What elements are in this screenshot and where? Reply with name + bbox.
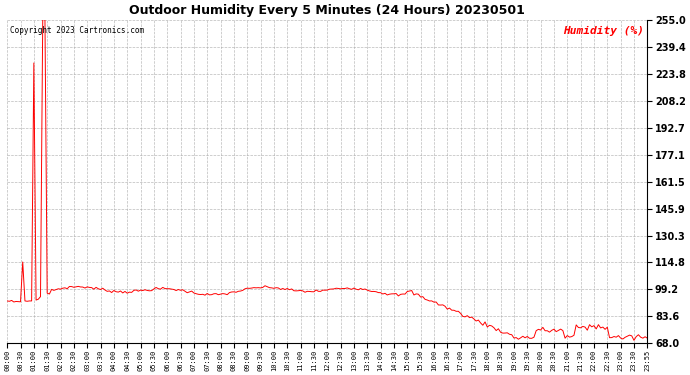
Text: Copyright 2023 Cartronics.com: Copyright 2023 Cartronics.com — [10, 26, 144, 35]
Title: Outdoor Humidity Every 5 Minutes (24 Hours) 20230501: Outdoor Humidity Every 5 Minutes (24 Hou… — [129, 4, 525, 17]
Text: Humidity (%): Humidity (%) — [563, 26, 644, 36]
